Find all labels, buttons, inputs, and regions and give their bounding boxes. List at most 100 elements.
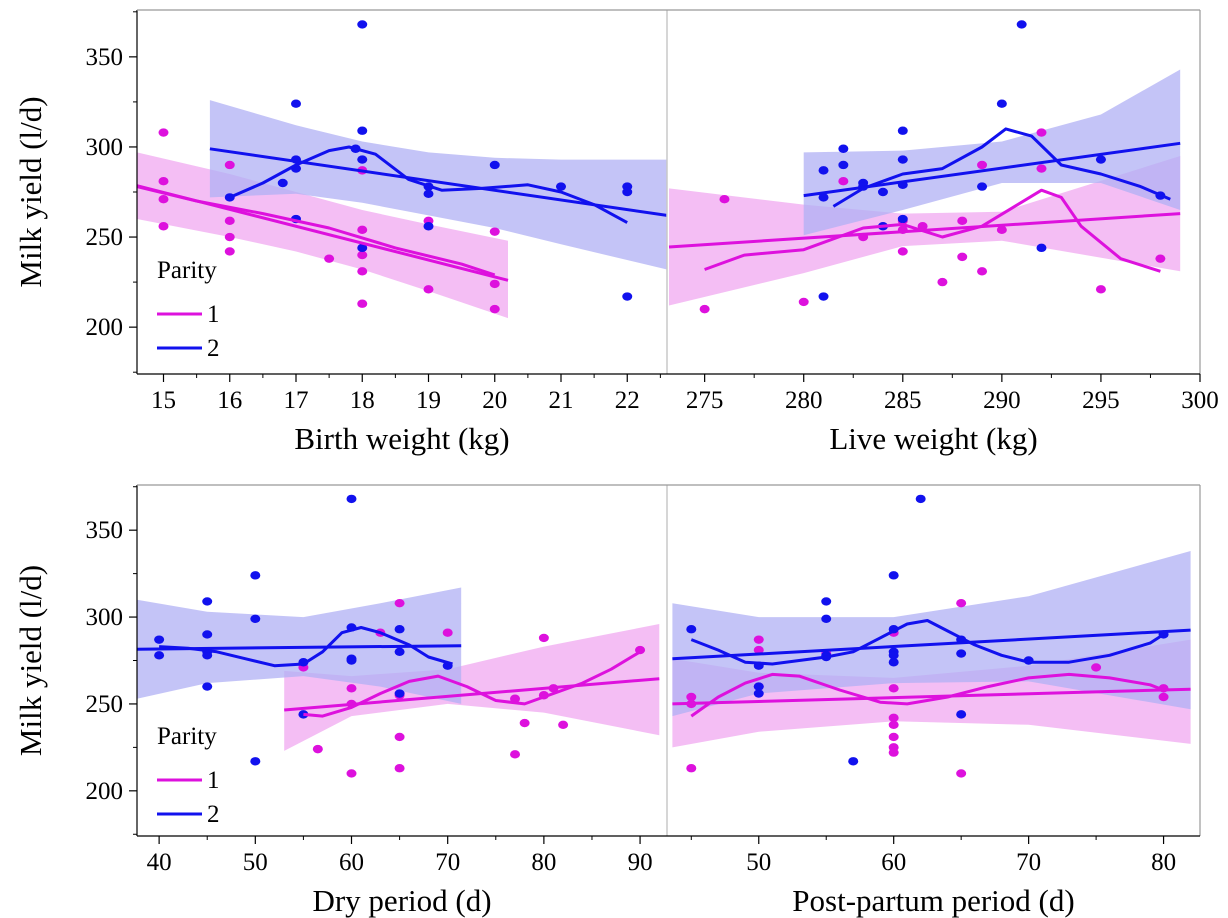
y-axis-title: Milk yield (l/d): [13, 565, 48, 756]
data-point-parity-1: [519, 718, 530, 728]
data-point-parity-2: [821, 614, 832, 623]
data-point-parity-1: [324, 254, 335, 263]
data-point-parity-2: [250, 757, 261, 766]
data-point-parity-2: [818, 193, 829, 202]
data-point-parity-2: [848, 757, 859, 766]
x-tick-label: 60: [881, 849, 906, 876]
x-tick-label: 90: [628, 849, 653, 876]
data-point-parity-2: [394, 625, 405, 634]
x-axis-title: Dry period (d): [312, 883, 491, 918]
y-axis-title: Milk yield (l/d): [13, 96, 48, 287]
y-tick-label: 200: [86, 778, 124, 805]
data-point-parity-2: [897, 155, 908, 164]
y-tick-label: 300: [86, 604, 124, 631]
data-point-parity-2: [753, 689, 764, 698]
plot-area: [137, 494, 660, 778]
data-point-parity-1: [1095, 285, 1106, 294]
x-tick-label: 40: [147, 849, 172, 876]
panel-dry-period: 200 250 300 350 Milk yield (l/d) 40 50 60 70 80 90…: [13, 484, 668, 918]
plot-area: [672, 494, 1191, 778]
data-point-parity-1: [394, 732, 405, 742]
data-point-parity-1: [224, 160, 235, 170]
data-point-parity-1: [442, 628, 453, 637]
legend-title: Parity: [157, 257, 217, 284]
legend-label-parity-2: 2: [207, 335, 220, 362]
data-point-parity-1: [1091, 663, 1102, 672]
panel-birth-weight: 200 250 300 350 Milk yield (l/d) 15 16 17 18 19 20…: [13, 9, 668, 456]
data-point-parity-2: [977, 182, 988, 191]
data-point-parity-2: [556, 182, 566, 191]
data-point-parity-1: [957, 216, 968, 226]
x-tick-label: 20: [482, 387, 507, 414]
data-point-parity-2: [1036, 243, 1047, 253]
linear-fit-parity-1: [672, 687, 1191, 706]
smoother-parity-1: [704, 188, 1161, 273]
data-point-parity-2: [394, 689, 405, 698]
x-tick-label: 21: [549, 387, 574, 414]
data-point-parity-2: [753, 682, 764, 691]
x-tick-label: 80: [1151, 849, 1176, 876]
data-point-parity-2: [1095, 155, 1106, 164]
data-point-parity-1: [394, 598, 405, 608]
data-point-parity-2: [818, 166, 829, 175]
data-point-parity-2: [291, 99, 301, 108]
x-axis-title: Post-partum period (d): [792, 883, 1074, 918]
data-point-parity-1: [888, 713, 899, 723]
x-tick-label: 16: [217, 387, 242, 414]
data-point-parity-1: [357, 299, 368, 308]
data-point-parity-1: [897, 247, 908, 256]
data-point-parity-1: [956, 598, 967, 608]
panel-live-weight: 275 280 285 290 295 300 Live weight (kg): [667, 9, 1219, 456]
x-tick-label: 275: [686, 387, 724, 414]
data-point-parity-1: [158, 128, 169, 137]
x-tick-label: 70: [1016, 849, 1041, 876]
data-point-parity-2: [838, 144, 849, 153]
data-point-parity-1: [394, 764, 405, 773]
data-point-parity-1: [423, 285, 434, 294]
data-point-parity-2: [357, 126, 368, 135]
data-point-parity-1: [224, 247, 235, 256]
data-point-parity-1: [699, 304, 710, 314]
data-point-parity-1: [977, 267, 988, 276]
data-point-parity-2: [357, 20, 368, 29]
data-point-parity-1: [489, 227, 500, 236]
data-point-parity-1: [686, 692, 697, 702]
smoother-parity-2: [832, 127, 1171, 208]
data-point-parity-2: [202, 597, 213, 606]
y-tick-label: 300: [86, 134, 124, 161]
data-point-parity-1: [346, 684, 357, 693]
data-point-parity-2: [888, 571, 899, 580]
data-point-parity-1: [888, 684, 899, 693]
data-point-parity-1: [977, 160, 988, 170]
data-point-parity-1: [888, 720, 899, 729]
data-point-parity-1: [346, 769, 357, 778]
data-point-parity-2: [838, 160, 849, 170]
x-tick-label: 60: [339, 849, 364, 876]
x-tick-label: 280: [785, 387, 823, 414]
data-point-parity-2: [821, 597, 832, 606]
data-point-parity-1: [753, 645, 764, 655]
legend-title: Parity: [157, 723, 217, 750]
data-point-parity-2: [686, 625, 697, 634]
data-point-parity-1: [489, 304, 500, 314]
data-point-parity-2: [489, 160, 500, 170]
legend-label-parity-1: 1: [207, 767, 220, 794]
confidence-band-parity-2: [209, 100, 667, 270]
legend-label-parity-2: 2: [207, 801, 220, 828]
smoother-parity-2: [690, 619, 1165, 666]
smoother-parity-2: [229, 145, 628, 224]
y-tick-label: 250: [86, 691, 124, 718]
x-tick-label: 295: [1082, 387, 1120, 414]
data-point-parity-2: [897, 214, 908, 224]
data-point-parity-1: [510, 750, 521, 759]
data-point-parity-2: [423, 189, 434, 199]
data-point-parity-2: [622, 187, 633, 197]
data-point-parity-2: [346, 656, 357, 665]
plot-area: [137, 20, 667, 319]
smoother-parity-1: [690, 672, 1165, 718]
data-point-parity-1: [538, 633, 549, 643]
data-point-parity-1: [1036, 128, 1047, 137]
data-point-parity-1: [158, 176, 169, 186]
data-point-parity-1: [956, 769, 967, 778]
